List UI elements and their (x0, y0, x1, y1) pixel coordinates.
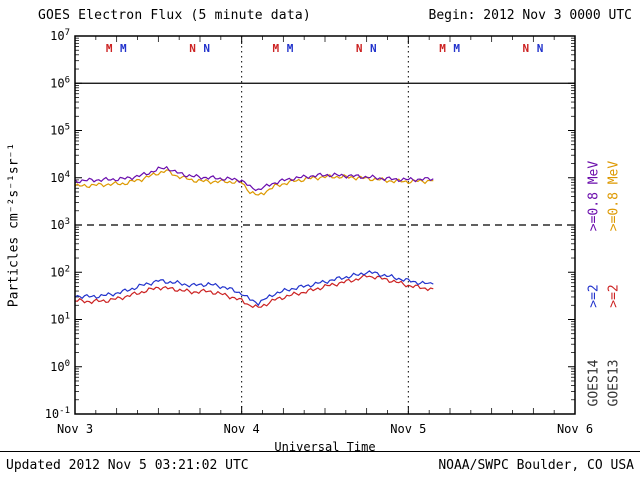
y-tick-label: 103 (50, 217, 70, 232)
x-axis: Nov 3 Nov 4 Nov 5 Nov 6 (57, 36, 593, 436)
marker-M-GOES13: M (273, 42, 280, 55)
marker-N-GOES13: N (356, 42, 363, 55)
y-axis-title: Particles cm⁻²s⁻¹sr⁻¹ (6, 142, 22, 308)
threshold-lines (75, 82, 575, 226)
y-tick-label: 105 (50, 123, 70, 138)
legend-goes13-energy-high-label: >=0.8 MeV (606, 160, 622, 232)
updated-timestamp: Updated 2012 Nov 5 03:21:02 UTC (6, 458, 249, 473)
legend-goes14-energy-low-label: >=2 (586, 284, 602, 308)
x-tick-label: Nov 4 (224, 422, 260, 436)
y-tick-label: 101 (50, 312, 70, 327)
series-lines (74, 165, 434, 309)
marker-M-GOES13: M (439, 42, 446, 55)
plot-frame (74, 35, 576, 415)
marker-M-GOES14: M (453, 42, 460, 55)
footer-divider (0, 451, 640, 452)
x-tick-label: Nov 5 (390, 422, 426, 436)
y-tick-label: 106 (50, 75, 70, 90)
y-tick-label: 100 (50, 359, 70, 374)
day-boundary-gridlines (241, 36, 409, 414)
legend-goes13-satellite-label: GOES13 (606, 359, 622, 407)
series-goes13-ge2MeV (74, 274, 434, 309)
x-axis-title: Universal Time (274, 440, 376, 454)
marker-N-GOES14: N (537, 42, 544, 55)
x-tick-label: Nov 6 (557, 422, 593, 436)
source-attribution: NOAA/SWPC Boulder, CO USA (438, 458, 634, 473)
series-goes13-ge0.8MeV (74, 169, 434, 196)
marker-N-GOES13: N (189, 42, 196, 55)
marker-M-GOES14: M (120, 42, 127, 55)
series-goes14-ge0.8MeV (74, 165, 434, 192)
y-tick-label: 104 (50, 170, 70, 185)
y-tick-label: 107 (50, 28, 70, 43)
y-tick-label: 10-1 (45, 406, 70, 421)
begin-time-label: Begin: 2012 Nov 3 0000 UTC (428, 8, 633, 23)
marker-N-GOES13: N (523, 42, 530, 55)
chart-title: GOES Electron Flux (5 minute data) (38, 8, 311, 23)
marker-M-GOES13: M (106, 42, 113, 55)
marker-M-GOES14: M (287, 42, 294, 55)
legend-goes14-energy-high-label: >=0.8 MeV (586, 160, 602, 232)
marker-N-GOES14: N (203, 42, 210, 55)
y-tick-label: 102 (50, 264, 70, 279)
legend-goes13-energy-low-label: >=2 (606, 284, 622, 308)
x-tick-label: Nov 3 (57, 422, 93, 436)
marker-N-GOES14: N (370, 42, 377, 55)
legend-goes14-satellite-label: GOES14 (586, 359, 602, 407)
series-goes14-ge2MeV (74, 270, 434, 307)
